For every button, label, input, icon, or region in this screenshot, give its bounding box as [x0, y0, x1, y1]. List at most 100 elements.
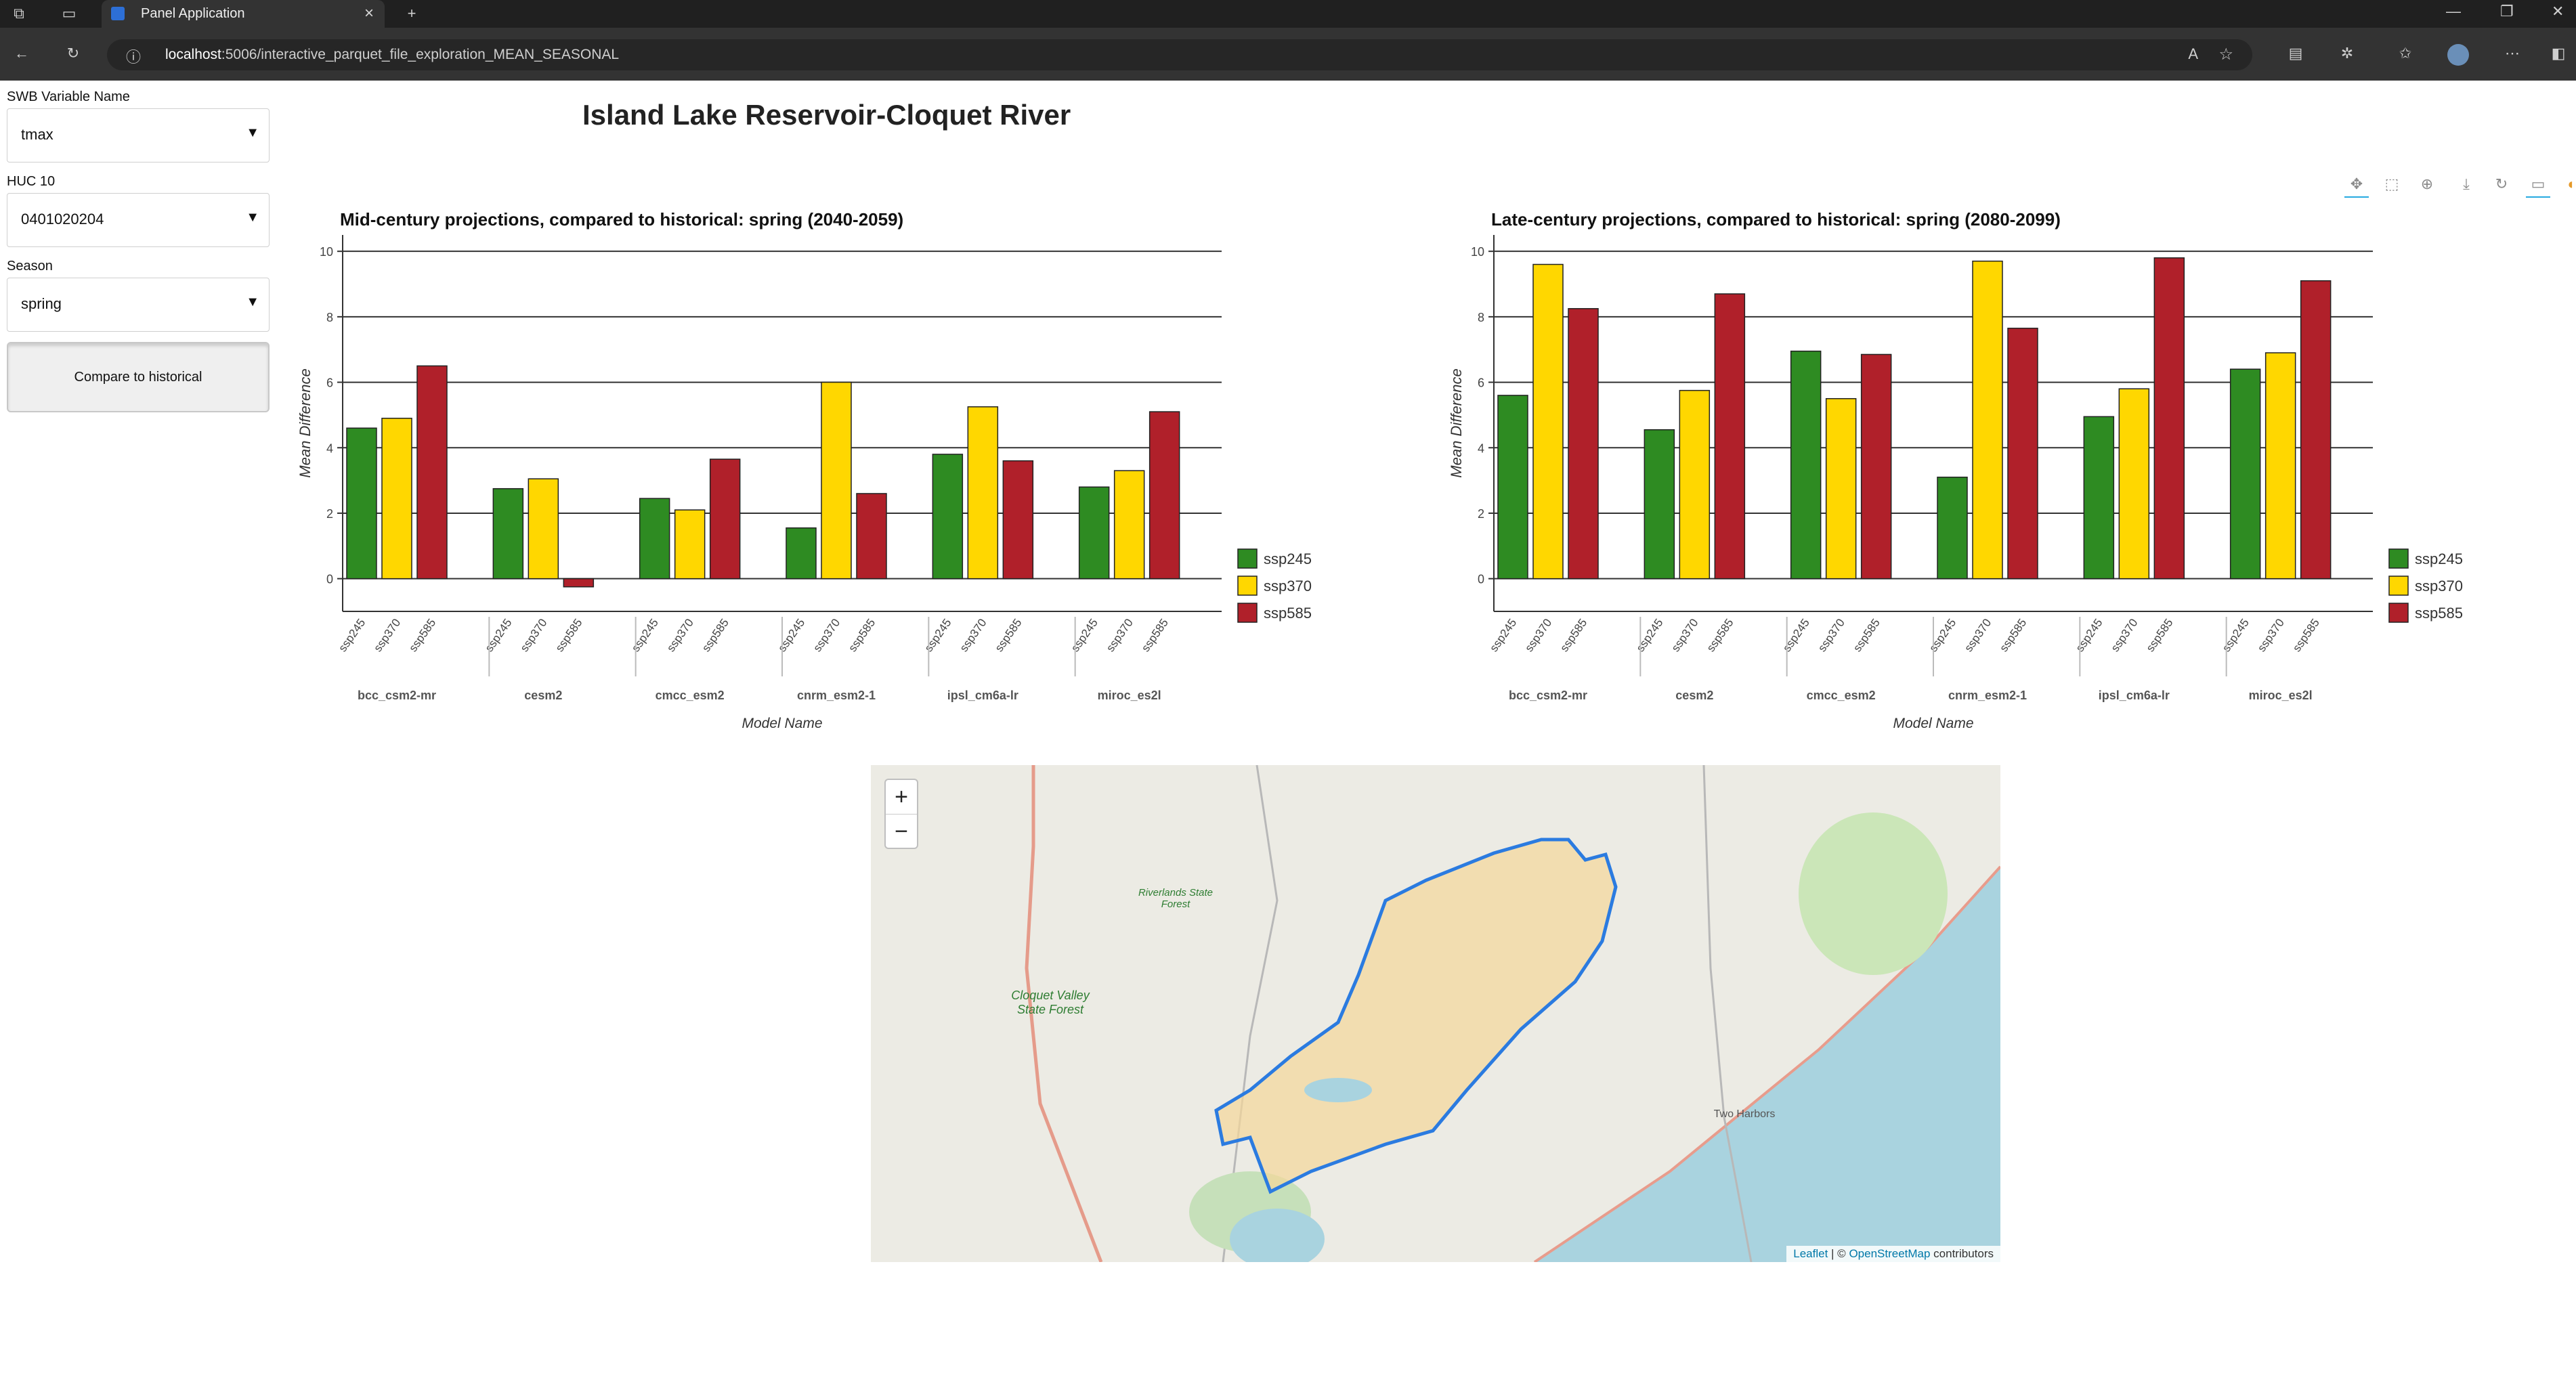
season-value: spring	[21, 295, 62, 312]
extensions-icon[interactable]: ✲	[2340, 45, 2354, 62]
chart1-ytick-label: 2	[1478, 507, 1484, 521]
chart1-category-label: cesm2	[1675, 689, 1713, 702]
chart1-factor-label: ssp245	[2074, 616, 2105, 654]
chevron-down-icon: ▼	[246, 125, 259, 140]
chart0-category-label: cnrm_esm2-1	[797, 689, 876, 702]
close-window-icon[interactable]: ✕	[2552, 3, 2564, 20]
chart1-title: Late-century projections, compared to hi…	[1491, 209, 2061, 230]
minimize-icon[interactable]: —	[2446, 3, 2461, 20]
url-path: :5006/interactive_parquet_file_explorati…	[221, 47, 620, 62]
chart1-bar	[2083, 416, 2115, 580]
huc-label: HUC 10	[7, 174, 56, 189]
chart0-factor-label: ssp585	[553, 616, 585, 654]
mid-century-chart[interactable]: Mid-century projections, compared to his…	[271, 200, 1354, 768]
leaflet-link[interactable]: Leaflet	[1793, 1247, 1828, 1260]
variable-label: SWB Variable Name	[7, 89, 130, 104]
read-aloud-icon[interactable]: A	[2188, 45, 2198, 62]
chart0-category-label: miroc_es2l	[1098, 689, 1161, 702]
huc-select[interactable]: 0401020204 ▼	[7, 193, 270, 247]
chart0-factor-label: ssp585	[406, 616, 438, 654]
chart0-bar	[639, 498, 670, 580]
tab-close-icon[interactable]: ×	[364, 4, 374, 22]
tab-actions-icon[interactable]: ▭	[62, 5, 77, 22]
chart1-xlabel: Model Name	[1893, 716, 1973, 731]
favorites-icon[interactable]: ✩	[2399, 45, 2412, 62]
chart0-ytick-label: 4	[326, 441, 333, 455]
chart1-ytick-label: 4	[1478, 441, 1484, 455]
profile-avatar[interactable]	[2447, 44, 2469, 66]
season-select[interactable]: spring ▼	[7, 278, 270, 332]
chart0-bar	[967, 406, 999, 580]
chart0-ylabel: Mean Difference	[297, 368, 314, 477]
zoom-out-button[interactable]: −	[895, 819, 908, 844]
chart1-bar	[1860, 353, 1892, 580]
chart0-ytick-label: 10	[320, 245, 333, 259]
chart0-factor-label: ssp370	[811, 616, 842, 654]
chart1-bar	[2300, 280, 2332, 580]
reset-icon[interactable]: ↻	[2495, 175, 2508, 192]
chart0-factor-label: ssp245	[483, 616, 515, 654]
huc-value: 0401020204	[21, 211, 104, 227]
chart0-factor-label: ssp585	[846, 616, 878, 654]
late-century-chart[interactable]: Late-century projections, compared to hi…	[1422, 200, 2506, 768]
chart1-bar	[2153, 257, 2185, 580]
riverlands-label: Riverlands State Forest	[1138, 887, 1214, 910]
workspaces-icon[interactable]: ⧉	[14, 5, 24, 22]
chart1-category-label: cmcc_esm2	[1807, 689, 1876, 702]
chart1-factor-label: ssp245	[1780, 616, 1812, 654]
chart0-ytick-label: 2	[326, 507, 333, 521]
compare-to-historical-button[interactable]: Compare to historical	[7, 342, 270, 412]
osm-link[interactable]: OpenStreetMap	[1849, 1247, 1931, 1260]
chart0-factor-label: ssp370	[1104, 616, 1136, 654]
back-icon[interactable]: ←	[14, 45, 29, 62]
chart1-bar	[1790, 350, 1822, 580]
zoom-in-button[interactable]: +	[886, 780, 917, 815]
chart0-legend-label: ssp245	[1264, 550, 1312, 567]
zoom-control: + −	[884, 779, 918, 849]
browser-tab-bar: ⧉ ▭ Panel Application × + — ❐ ✕	[0, 0, 2576, 28]
chart0-bar	[381, 417, 412, 580]
chart0-factor-label: ssp245	[1069, 616, 1100, 654]
chart0-category-label: bcc_csm2-mr	[358, 689, 436, 702]
watershed-map[interactable]: Riverlands State Forest Cloquet Valley S…	[871, 765, 2000, 1262]
wheel-zoom-icon[interactable]: ⊕	[2420, 175, 2434, 192]
chevron-down-icon: ▼	[246, 210, 259, 225]
new-tab-icon[interactable]: +	[407, 5, 416, 22]
url-field[interactable]: ⓘ localhost:5006/interactive_parquet_fil…	[107, 39, 2252, 70]
chart1-category-label: ipsl_cm6a-lr	[2099, 689, 2170, 702]
hover-icon[interactable]: ▭	[2526, 172, 2550, 198]
chart1-factor-label: ssp585	[1851, 616, 1883, 654]
url-host: localhost	[165, 47, 221, 62]
site-info-icon[interactable]: ⓘ	[126, 49, 142, 66]
chart1-factor-label: ssp585	[1704, 616, 1736, 654]
reading-view-icon[interactable]: ▤	[2288, 45, 2303, 62]
chart0-bar	[709, 458, 741, 580]
chart1-legend-swatch	[2388, 576, 2409, 596]
sidebar-toggle-icon[interactable]: ◧	[2551, 45, 2566, 62]
chart1-category-label: miroc_es2l	[2249, 689, 2313, 702]
chart1-factor-label: ssp245	[2220, 616, 2252, 654]
chart0-bar	[1002, 460, 1034, 580]
pan-icon[interactable]: ✥	[2344, 172, 2369, 198]
chart1-ytick-label: 8	[1478, 311, 1484, 324]
page-title: Island Lake Reservoir-Cloquet River	[582, 99, 1071, 131]
chart1-ytick-label: 0	[1478, 573, 1484, 586]
chart1-legend-label: ssp585	[2415, 605, 2463, 622]
chart1-bar	[1568, 308, 1599, 580]
refresh-icon[interactable]: ↻	[66, 45, 80, 62]
chart1-bar	[2264, 352, 2296, 580]
browser-tab[interactable]: Panel Application ×	[102, 0, 385, 28]
maximize-icon[interactable]: ❐	[2500, 3, 2514, 20]
chart1-factor-label: ssp370	[2255, 616, 2287, 654]
favorite-star-icon[interactable]: ☆	[2218, 45, 2233, 64]
bokeh-logo-icon[interactable]: ◐	[2567, 175, 2576, 192]
chart0-title: Mid-century projections, compared to his…	[340, 209, 903, 230]
chart1-bar	[2229, 368, 2261, 580]
chart1-category-label: bcc_csm2-mr	[1509, 689, 1587, 702]
chart1-factor-label: ssp585	[2144, 616, 2176, 654]
more-menu-icon[interactable]: ⋯	[2505, 45, 2520, 62]
variable-select[interactable]: tmax ▼	[7, 108, 270, 162]
chart0-legend-swatch	[1237, 548, 1258, 569]
box-zoom-icon[interactable]: ⬚	[2384, 175, 2399, 192]
save-icon[interactable]: ⤓	[2463, 175, 2470, 192]
